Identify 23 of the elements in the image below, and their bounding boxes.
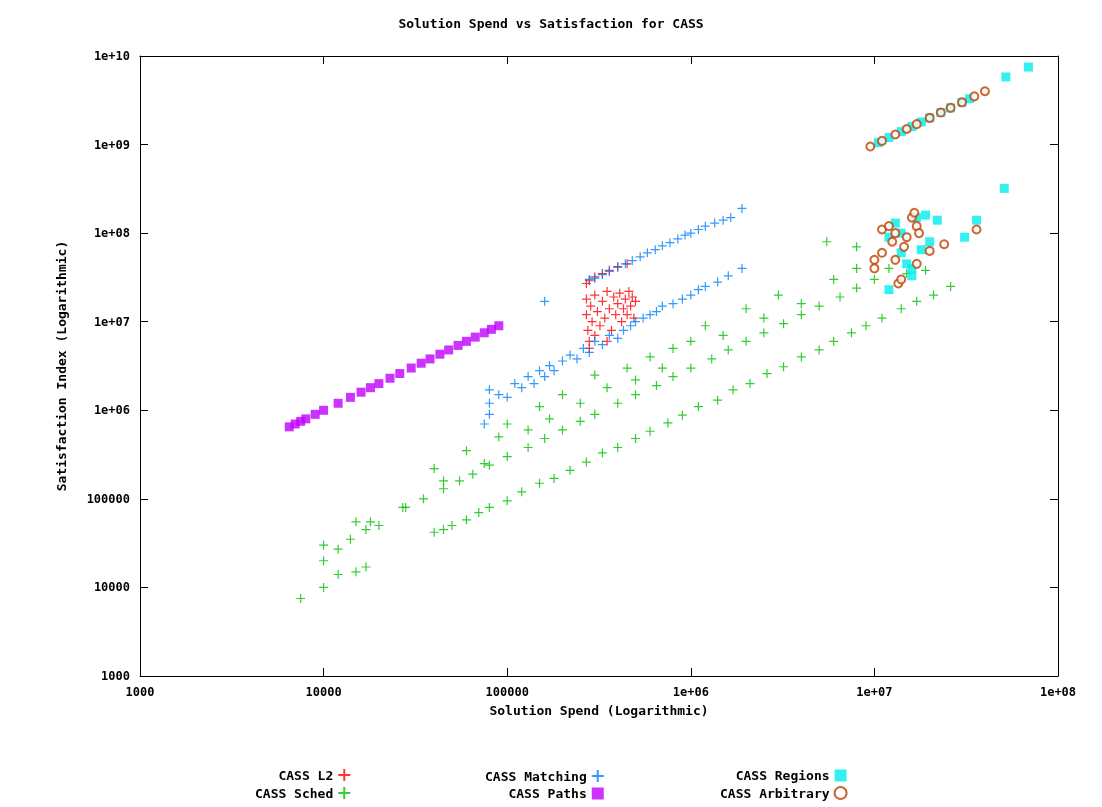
y-tick-label: 10000: [93, 580, 130, 595]
x-tick-label: 1e+08: [1039, 685, 1077, 699]
x-tick-label: 100000: [485, 685, 529, 699]
legend-label: CASS Arbitrary: [720, 785, 830, 801]
y-axis-title: Satisfaction Index (Logarithmic): [54, 240, 69, 492]
chart-title: Solution Spend vs Satisfaction for CASS: [398, 16, 704, 31]
legend-label: CASS Regions: [735, 768, 830, 783]
y-tick-label: 1e+06: [93, 403, 130, 418]
x-tick-label: 1000: [125, 685, 155, 699]
x-tick-label: 1e+06: [672, 685, 709, 699]
y-tick-label: 1e+08: [93, 226, 130, 241]
legend-label: CASS L2: [278, 767, 334, 783]
legend-label: CASS Sched: [254, 785, 334, 801]
x-axis-title: Solution Spend (Logarithmic): [489, 703, 709, 718]
y-tick-label: 1000: [101, 669, 130, 683]
legend-label: CASS Paths: [508, 786, 587, 801]
legend-label: CASS Matching: [485, 768, 587, 784]
y-tick-label: 1e+09: [93, 137, 130, 152]
x-tick-label: 1e+07: [856, 685, 893, 699]
y-tick-label: 1e+07: [93, 314, 130, 329]
y-tick-label: 100000: [86, 491, 130, 506]
y-tick-label: 1e+10: [93, 49, 130, 63]
x-tick-label: 10000: [305, 685, 342, 699]
